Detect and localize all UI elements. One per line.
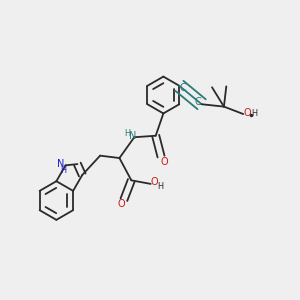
Text: C: C: [180, 83, 187, 93]
Text: O: O: [118, 200, 125, 209]
Text: O: O: [160, 157, 168, 166]
Text: H: H: [251, 109, 257, 118]
Text: O: O: [243, 108, 251, 118]
Text: N: N: [129, 131, 137, 141]
Text: N: N: [57, 159, 64, 170]
Text: H: H: [157, 182, 163, 191]
Text: H: H: [125, 129, 131, 138]
Text: O: O: [151, 177, 158, 188]
Text: C: C: [194, 97, 201, 107]
Text: H: H: [61, 166, 67, 175]
